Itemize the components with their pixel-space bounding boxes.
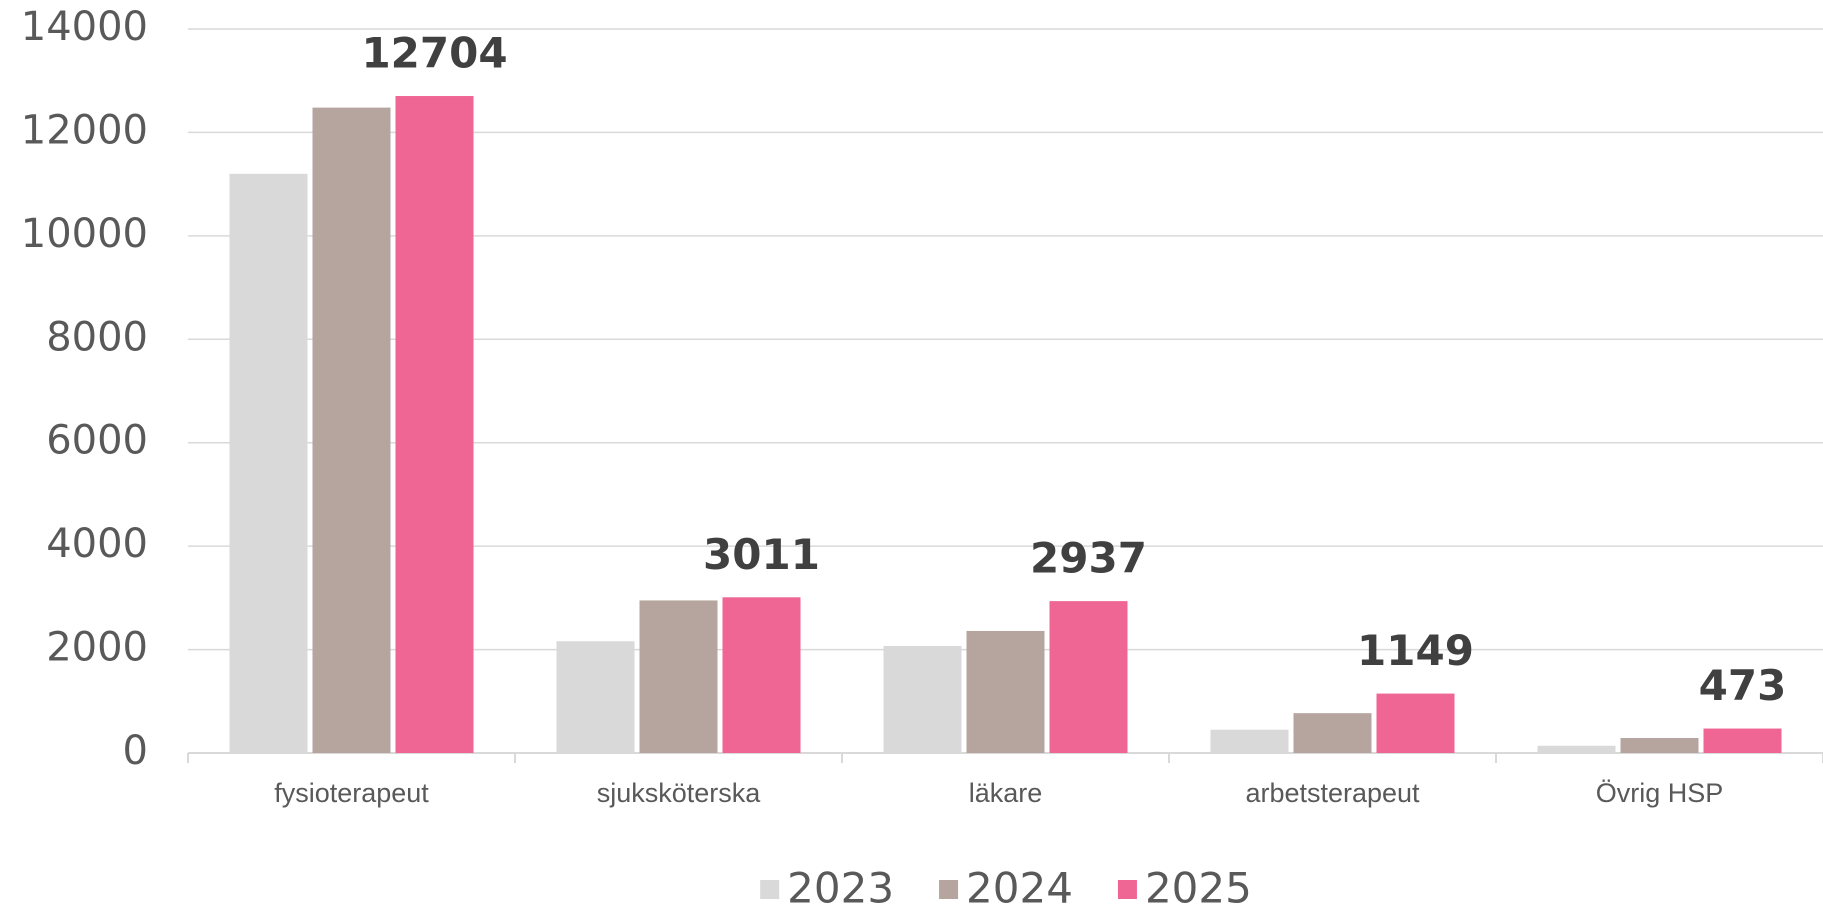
data-label: 1149	[1357, 626, 1474, 675]
bar	[722, 597, 801, 753]
legend-label: 2023	[787, 864, 894, 910]
data-label: 12704	[361, 29, 507, 78]
bar	[1620, 738, 1699, 753]
bar	[1703, 728, 1782, 753]
bar	[229, 173, 308, 754]
y-tick-label: 10000	[21, 211, 148, 257]
legend-label: 2024	[966, 864, 1073, 910]
bar	[1293, 713, 1372, 753]
x-tick-label: Övrig HSP	[1596, 778, 1724, 808]
legend-swatch	[939, 880, 959, 899]
x-tick-label: arbetsterapeut	[1245, 778, 1420, 808]
bar	[395, 96, 474, 753]
legend-swatch	[760, 880, 780, 899]
data-label: 3011	[703, 530, 820, 579]
legend-label: 2025	[1145, 864, 1252, 910]
x-tick-label: sjuksköterska	[597, 778, 762, 808]
bar	[1049, 601, 1128, 753]
bar	[966, 630, 1045, 753]
bar	[556, 641, 635, 753]
bar	[1376, 693, 1455, 753]
y-tick-label: 0	[123, 728, 148, 774]
bar	[1210, 729, 1289, 753]
legend-swatch	[1117, 880, 1137, 899]
y-tick-label: 2000	[46, 625, 148, 671]
y-tick-label: 12000	[21, 107, 148, 153]
y-tick-label: 6000	[46, 418, 148, 464]
y-tick-label: 14000	[21, 4, 148, 50]
x-tick-label: fysioterapeut	[274, 778, 429, 808]
bar	[312, 107, 391, 753]
bar	[639, 600, 718, 753]
bar	[1537, 745, 1616, 753]
bar	[883, 645, 962, 753]
data-label: 2937	[1030, 534, 1147, 583]
data-label: 473	[1699, 661, 1787, 710]
y-tick-label: 4000	[46, 521, 148, 567]
y-tick-label: 8000	[46, 314, 148, 360]
x-tick-label: läkare	[969, 778, 1043, 808]
